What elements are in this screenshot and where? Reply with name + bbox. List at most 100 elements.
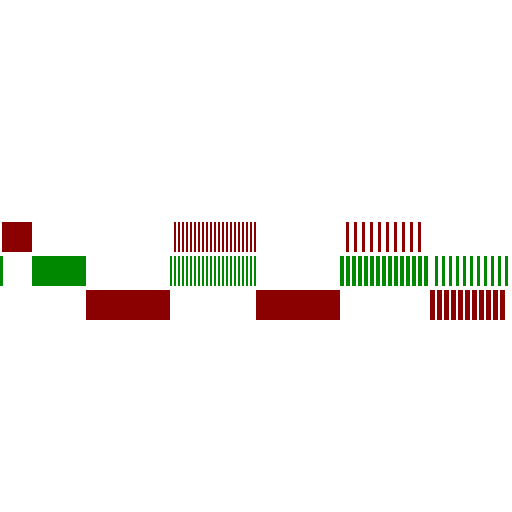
stripe bbox=[198, 256, 200, 286]
stripe bbox=[456, 256, 459, 286]
stripe bbox=[394, 222, 397, 252]
stripe bbox=[370, 256, 374, 286]
stripe bbox=[406, 256, 410, 286]
stripe bbox=[430, 290, 435, 320]
stripe bbox=[198, 222, 200, 252]
stripe bbox=[226, 222, 228, 252]
stripe bbox=[463, 256, 466, 286]
stripe bbox=[186, 256, 188, 286]
stripe bbox=[218, 222, 220, 252]
stripe bbox=[238, 222, 240, 252]
stripe bbox=[412, 256, 416, 286]
row-2 bbox=[0, 256, 508, 286]
row-3-striped-bar-2 bbox=[430, 290, 505, 320]
stripe bbox=[386, 222, 389, 252]
stripe bbox=[230, 222, 232, 252]
stripe bbox=[254, 222, 256, 252]
stripe bbox=[400, 256, 404, 286]
stripe bbox=[442, 256, 445, 286]
stripe bbox=[250, 256, 252, 286]
stripe bbox=[202, 222, 204, 252]
stripe bbox=[418, 222, 421, 252]
stripe bbox=[498, 256, 501, 286]
stripe bbox=[484, 256, 487, 286]
row-3 bbox=[86, 290, 505, 320]
stripe bbox=[465, 290, 470, 320]
stripe bbox=[242, 256, 244, 286]
stripe bbox=[418, 256, 422, 286]
stripe bbox=[226, 256, 228, 286]
stripe bbox=[477, 256, 480, 286]
row-3-solid-bar-0 bbox=[86, 290, 170, 320]
stripe bbox=[222, 222, 224, 252]
row-2-solid-bar-1 bbox=[32, 256, 86, 286]
row-1-striped-bar-2 bbox=[346, 222, 421, 252]
stripe bbox=[424, 256, 428, 286]
stripe bbox=[382, 256, 386, 286]
stripe bbox=[410, 222, 413, 252]
stripe bbox=[218, 256, 220, 286]
row-1 bbox=[2, 222, 421, 252]
stripe bbox=[378, 222, 381, 252]
row-3-solid-bar-1 bbox=[256, 290, 340, 320]
stripe bbox=[202, 256, 204, 286]
stripe bbox=[186, 222, 188, 252]
stripe bbox=[402, 222, 405, 252]
stripe bbox=[214, 222, 216, 252]
stripe bbox=[346, 222, 349, 252]
stripe bbox=[170, 256, 172, 286]
stripe bbox=[444, 290, 449, 320]
stripe bbox=[354, 222, 357, 252]
stripe bbox=[234, 222, 236, 252]
stripe bbox=[493, 290, 498, 320]
stripe bbox=[352, 256, 356, 286]
stripe bbox=[458, 290, 463, 320]
stripe bbox=[222, 256, 224, 286]
row-2-striped-bar-2 bbox=[170, 256, 256, 286]
stripe bbox=[194, 256, 196, 286]
stripe bbox=[472, 290, 477, 320]
stripe bbox=[234, 256, 236, 286]
stripe bbox=[190, 256, 192, 286]
stripe bbox=[174, 222, 176, 252]
row-2-striped-bar-3 bbox=[340, 256, 428, 286]
stripe bbox=[340, 256, 344, 286]
stripe bbox=[246, 256, 248, 286]
stripe bbox=[238, 256, 240, 286]
stripe bbox=[505, 256, 508, 286]
stripe bbox=[242, 222, 244, 252]
stripe bbox=[500, 290, 505, 320]
stripe bbox=[479, 290, 484, 320]
stripe bbox=[210, 222, 212, 252]
stripe bbox=[394, 256, 398, 286]
stripe bbox=[206, 222, 208, 252]
stripe bbox=[206, 256, 208, 286]
row-2-solid-bar-0 bbox=[0, 256, 3, 286]
stripe bbox=[358, 256, 362, 286]
stripe bbox=[254, 256, 256, 286]
stripe bbox=[388, 256, 392, 286]
row-1-solid-bar-0 bbox=[2, 222, 32, 252]
stripe bbox=[250, 222, 252, 252]
stripe bbox=[370, 222, 373, 252]
stripe bbox=[470, 256, 473, 286]
stripe bbox=[174, 256, 176, 286]
row-1-striped-bar-1 bbox=[174, 222, 256, 252]
stripe bbox=[210, 256, 212, 286]
stripe bbox=[437, 290, 442, 320]
row-2-striped-bar-4 bbox=[435, 256, 508, 286]
stripe bbox=[182, 256, 184, 286]
stripe bbox=[190, 222, 192, 252]
stripe bbox=[178, 256, 180, 286]
stripe bbox=[376, 256, 380, 286]
stripe bbox=[449, 256, 452, 286]
stripe bbox=[362, 222, 365, 252]
stripe bbox=[230, 256, 232, 286]
stripe bbox=[178, 222, 180, 252]
stripe bbox=[214, 256, 216, 286]
stripe bbox=[486, 290, 491, 320]
bar-rows bbox=[0, 222, 508, 320]
stripe bbox=[182, 222, 184, 252]
stripe bbox=[364, 256, 368, 286]
